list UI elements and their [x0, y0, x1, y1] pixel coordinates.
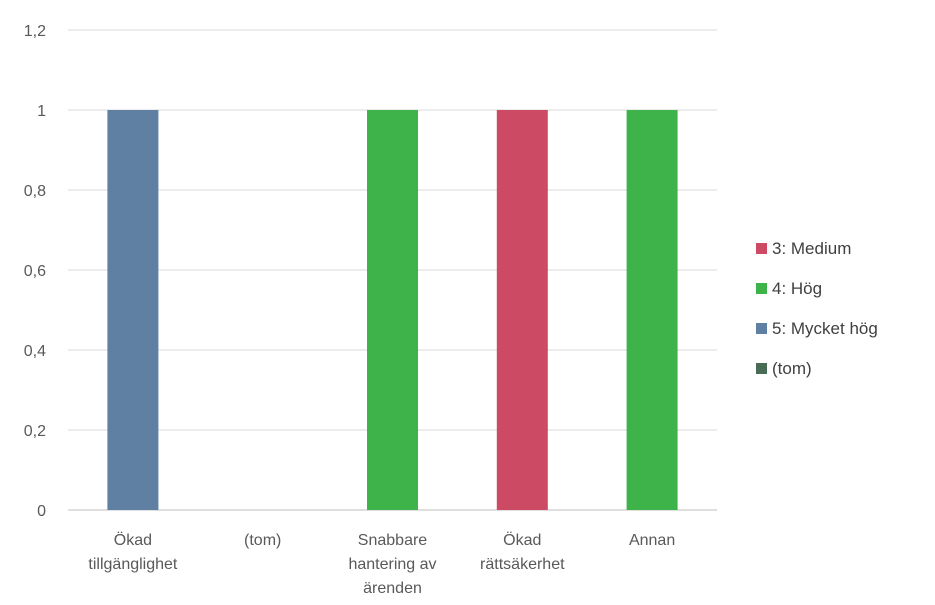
legend-swatch: [756, 363, 767, 374]
bar: [496, 110, 548, 510]
y-tick-label: 1: [37, 103, 46, 120]
y-tick-label: 0,2: [24, 423, 46, 440]
x-category-label: ärenden: [363, 580, 422, 597]
x-axis-categories: Ökad tillgänglighet (tom) Snabbare hantering…: [88, 531, 675, 597]
y-tick-label: 0,8: [24, 183, 46, 200]
x-category-label: hantering av: [348, 556, 436, 573]
y-tick-label: 1,2: [24, 23, 46, 40]
y-tick-label: 0,4: [24, 343, 46, 360]
y-axis-ticks: 0 0,2 0,4 0,6 0,8 1 1,2: [24, 23, 46, 520]
x-category-label: rättsäkerhet: [480, 556, 565, 573]
bar: [626, 110, 678, 510]
legend-swatch: [756, 283, 767, 294]
legend-label: 5: Mycket hög: [772, 319, 878, 338]
bar: [367, 110, 418, 510]
legend-label: 3: Medium: [772, 239, 851, 258]
legend-swatch: [756, 243, 767, 254]
y-tick-label: 0,6: [24, 263, 46, 280]
x-category-label: Snabbare: [358, 532, 427, 549]
y-tick-label: 0: [37, 503, 46, 520]
legend-swatch: [756, 323, 767, 334]
x-category-label: Annan: [629, 532, 675, 549]
legend-label: (tom): [772, 359, 812, 378]
x-category-label: Ökad: [503, 531, 541, 549]
legend: 3: Medium 4: Hög 5: Mycket hög (tom): [756, 239, 878, 378]
x-category-label: (tom): [244, 532, 281, 549]
legend-label: 4: Hög: [772, 279, 822, 298]
x-category-label: Ökad: [114, 531, 152, 549]
x-category-label: tillgänglighet: [88, 556, 178, 573]
bar: [107, 110, 159, 510]
bars: [107, 110, 678, 510]
